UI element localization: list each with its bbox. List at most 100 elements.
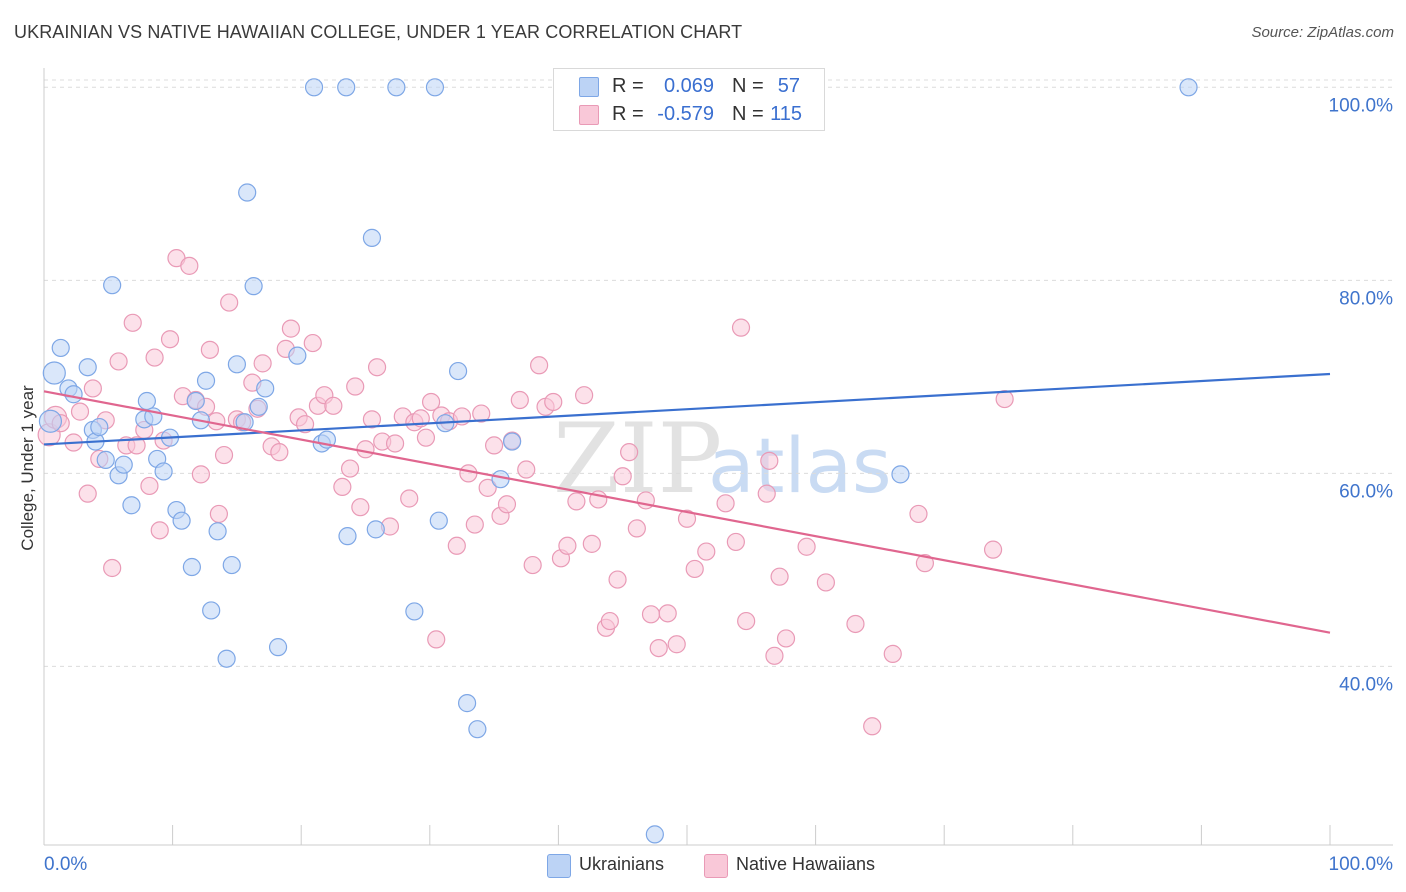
ukrainian-point	[425, 78, 445, 97]
native-hawaiian-point	[649, 638, 668, 658]
y-tick-label: 40.0%	[1339, 674, 1393, 695]
y-tick-label: 80.0%	[1339, 288, 1393, 309]
native-hawaiian-point	[83, 379, 102, 398]
r-label: R =	[612, 75, 644, 97]
native-hawaiian-point	[995, 389, 1014, 409]
ukrainian-point	[891, 465, 910, 484]
native-hawaiian-point	[608, 570, 627, 589]
ukrainian-point	[468, 720, 487, 739]
native-hawaiian-point	[109, 352, 128, 371]
stats-row-native-hawaiians: R = -0.579 N = 115	[554, 100, 824, 128]
native-hawaiian-point	[416, 428, 436, 447]
native-hawaiian-point	[427, 630, 446, 649]
ukrainian-point	[38, 409, 63, 433]
native-hawaiian-point	[510, 390, 529, 410]
native-hawaiian-point	[582, 534, 601, 553]
ukrainian-point	[42, 361, 66, 385]
legend: Ukrainians Native Hawaiians	[0, 852, 1406, 880]
native-hawaiian-point	[685, 559, 704, 579]
native-hawaiian-point	[333, 477, 352, 497]
legend-label: Native Hawaiians	[736, 854, 876, 874]
n-label: N =	[732, 103, 764, 125]
ukrainian-point	[96, 450, 115, 469]
native-hawaiian-point	[180, 256, 199, 275]
ukrainian-point	[268, 638, 288, 657]
native-hawaiian-point	[356, 440, 375, 459]
native-hawaiian-point	[281, 319, 301, 338]
native-hawaiian-point	[737, 611, 756, 631]
native-hawaiian-point	[770, 567, 789, 586]
stats-row-ukrainians: R = 0.069 N = 57	[554, 72, 824, 100]
native-hawaiian-point	[627, 519, 646, 538]
ukrainians-points	[38, 78, 1198, 844]
native-hawaiian-point	[472, 404, 491, 423]
native-hawaiian-point	[191, 465, 210, 484]
ukrainian-point	[182, 557, 201, 577]
ukrainian-point	[235, 413, 254, 432]
ukrainian-point	[304, 78, 324, 97]
native-hawaiian-point	[757, 484, 776, 503]
ukrainian-point	[51, 338, 70, 358]
native-hawaiian-point	[613, 467, 632, 486]
ukrainian-point	[457, 694, 477, 713]
native-hawaiian-point	[983, 540, 1003, 559]
source-attribution: Source: ZipAtlas.com	[1251, 24, 1394, 41]
ukrainian-point	[362, 228, 382, 247]
native-hawaiian-point	[295, 415, 315, 434]
native-hawaiian-point	[421, 392, 441, 412]
native-hawaiian-point	[575, 386, 594, 405]
ukrainian-point	[196, 371, 216, 390]
tick-labels: 100.0% 80.0% 60.0% 40.0% 0.0% 100.0%	[44, 95, 1393, 875]
native-hawaiian-point	[909, 504, 928, 524]
n-value: 57	[777, 75, 800, 97]
native-hawaiian-point	[209, 504, 228, 524]
grid	[44, 79, 1393, 667]
ukrainian-point	[222, 555, 241, 575]
native-hawaiian-point	[677, 509, 697, 528]
native-hawaiian-point	[400, 489, 419, 508]
native-hawaiian-point	[523, 555, 542, 575]
n-label: N =	[732, 75, 764, 97]
ukrainian-point	[90, 417, 109, 437]
ukrainian-point	[78, 358, 97, 377]
axes	[43, 68, 1393, 846]
native-hawaiian-point	[485, 436, 504, 455]
chart-title: UKRAINIAN VS NATIVE HAWAIIAN COLLEGE, UN…	[14, 22, 743, 42]
native-hawaiian-point	[362, 410, 382, 429]
native-hawaiian-point	[558, 536, 577, 555]
native-hawaiian-point	[303, 333, 322, 353]
native-hawaiian-point	[324, 396, 343, 415]
trend-lines	[43, 372, 1331, 634]
native-hawaiian-point	[127, 436, 146, 455]
ukrainian-point	[137, 391, 156, 411]
r-value: 0.069	[663, 75, 714, 97]
ukrainian-point	[114, 455, 133, 474]
ukrainian-point	[249, 397, 268, 416]
n-value: 115	[770, 103, 802, 125]
native-hawaiian-point	[478, 478, 497, 497]
stats-swatch-blue	[579, 77, 599, 97]
ukrainian-point	[122, 496, 141, 515]
legend-label: Ukrainians	[579, 854, 665, 874]
x-tick-label-end: 100.0%	[1329, 854, 1394, 875]
native-hawaiian-point	[846, 614, 865, 634]
native-hawaiian-point	[765, 646, 784, 665]
native-hawaiian-point	[726, 532, 745, 552]
native-hawaiian-point	[497, 495, 517, 514]
native-hawaiian-point	[567, 492, 586, 511]
native-hawaiian-point	[346, 377, 365, 396]
native-hawaiian-point	[697, 542, 716, 561]
ukrainian-point	[244, 277, 263, 296]
ukrainian-point	[172, 511, 191, 530]
ukrainian-point	[338, 527, 357, 546]
ukrainian-point	[429, 511, 448, 530]
native-hawaiian-point	[140, 476, 159, 496]
native-hawaiian-point	[517, 460, 536, 479]
ukrainian-point	[337, 78, 356, 97]
native-hawaiian-point	[253, 354, 272, 373]
native-hawaiian-point	[816, 573, 835, 592]
ukrainian-point	[202, 601, 221, 620]
x-tick-label-start: 0.0%	[44, 854, 87, 875]
native-hawaiian-point	[351, 498, 370, 517]
native-hawaiian-point	[160, 330, 180, 349]
